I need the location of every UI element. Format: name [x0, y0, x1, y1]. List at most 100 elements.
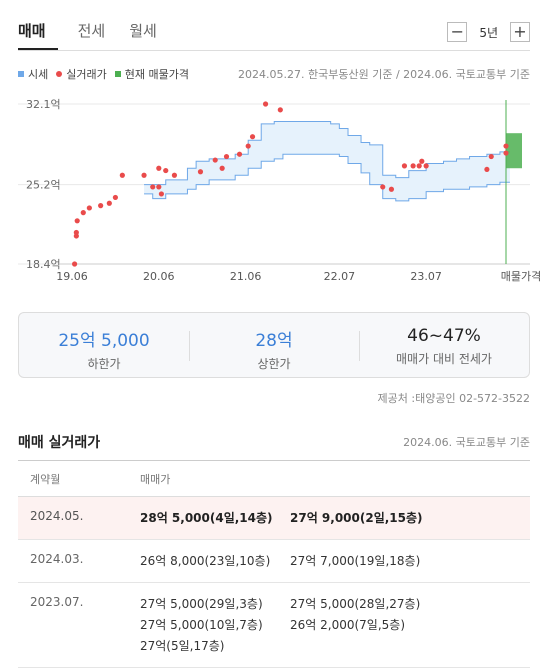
tab-monthly-rent[interactable]: 월세: [129, 22, 157, 40]
row-prices: 27억 5,000(29일,3층) 27억 5,000(28일,27층) 27억 5…: [140, 583, 530, 667]
row-prices: 26억 8,000(23일,10층) 27억 7,000(19일,18층): [140, 540, 530, 582]
column-header-price: 매매가: [140, 472, 171, 486]
trade-price: 27억 5,000(29일,3층): [140, 597, 263, 611]
actual-trade-point: [72, 261, 78, 267]
actual-trade-point: [197, 169, 204, 175]
x-tick-label: 19.06: [56, 270, 88, 283]
actual-trade-point: [249, 134, 256, 140]
y-tick-label: 25.2억: [26, 179, 61, 192]
actual-trade-point: [423, 163, 429, 169]
table-row: 2024.03. 26억 8,000(23일,10층) 27억 7,000(19일,…: [18, 540, 530, 583]
actual-trade-point: [171, 172, 178, 178]
summary-label: 매매가 대비 전세가: [396, 352, 492, 366]
trade-price: 27억 7,000(19일,18층): [290, 554, 421, 568]
trade-price: 26억 2,000(7일,5층): [290, 618, 406, 632]
actual-trade-table: 계약월 매매가 2024.05. 28억 5,000(4일,14층) 27억 9,0…: [18, 460, 530, 668]
legend-swatch-listing-price: [114, 71, 121, 77]
actual-trade-point: [86, 205, 92, 211]
market-price-band: [144, 121, 510, 201]
deal-type-tabs: 매매 전세 월세: [18, 10, 169, 50]
y-tick-label: 18.4억: [26, 258, 61, 271]
actual-trade-point: [163, 167, 169, 174]
actual-trade-point: [410, 163, 416, 169]
actual-trade-point: [158, 191, 165, 197]
actual-trade-point: [245, 143, 251, 149]
trade-price: 27억 9,000(2일,15층): [290, 511, 423, 525]
legend-item-listing-price: 현재 매물가격: [114, 66, 189, 82]
period-increase-button[interactable]: +: [510, 22, 530, 42]
market-price-upper-line: [144, 121, 510, 186]
summary-label: 상한가: [257, 357, 291, 371]
trade-price: 27억(5일,17층): [140, 639, 225, 653]
trade-price: 26억 8,000(23일,10층): [140, 554, 271, 568]
actual-trade-point: [262, 101, 269, 107]
table-row: 2024.05. 28억 5,000(4일,14층) 27억 9,000(2일,15…: [18, 497, 530, 540]
actual-trade-point: [141, 172, 147, 178]
summary-value: 28억: [255, 331, 293, 351]
actual-trade-point: [98, 203, 104, 209]
summary-jeonse-ratio: 46~47% 매매가 대비 전세가: [359, 313, 529, 377]
legend-item-actual-price: 실거래가: [56, 66, 107, 82]
row-month: 2024.03.: [30, 552, 84, 566]
actual-trade-point: [74, 218, 80, 224]
actual-trade-point: [212, 157, 218, 163]
chart-source-note: 2024.05.27. 한국부동산원 기준 / 2024.06. 국토교통부 기…: [238, 68, 530, 81]
legend-label: 시세: [28, 68, 49, 81]
actual-trade-point: [156, 165, 162, 171]
period-decrease-button[interactable]: −: [447, 22, 468, 42]
tab-sale[interactable]: 매매: [18, 10, 58, 50]
section-title: 매매 실거래가: [18, 435, 101, 451]
x-tick-label-listing: 매물가격: [501, 270, 541, 283]
y-tick-label: 32.1억: [26, 98, 61, 111]
table-body: 2024.05. 28억 5,000(4일,14층) 27억 9,000(2일,15…: [18, 497, 530, 668]
trade-price: 27억 5,000(10일,7층): [140, 618, 263, 632]
legend-label: 실거래가: [66, 68, 107, 81]
summary-value: 25억 5,000: [58, 331, 150, 351]
actual-trade-point: [419, 158, 425, 164]
x-tick-label: 22.07: [324, 270, 356, 283]
trade-price: 28억 5,000(4일,14층): [140, 511, 273, 525]
actual-trade-point: [401, 163, 408, 169]
period-selector: − 5년 +: [447, 22, 530, 42]
row-month: 2023.07.: [30, 595, 84, 609]
summary-upper-price: 28억 상한가: [189, 313, 359, 377]
summary-label: 하한가: [87, 357, 121, 371]
summary-value: 46~47%: [407, 326, 481, 346]
period-value: 5년: [479, 25, 498, 40]
listing-price-range: [506, 133, 522, 169]
tabs-divider: [18, 50, 530, 51]
x-tick-label: 20.06: [143, 270, 175, 283]
actual-trade-point: [150, 184, 156, 190]
actual-trade-point: [484, 166, 490, 173]
actual-trade-point: [503, 150, 509, 156]
tab-jeonse[interactable]: 전세: [77, 22, 106, 40]
row-month: 2024.05.: [30, 509, 84, 523]
legend-swatch-market-price: [18, 71, 24, 77]
actual-trade-point: [223, 153, 230, 160]
table-header: 계약월 매매가: [18, 460, 530, 497]
actual-trade-point: [219, 165, 225, 171]
actual-trade-point: [488, 153, 494, 160]
actual-trade-point: [388, 186, 395, 192]
actual-trade-point: [80, 210, 86, 216]
chart-legend: 시세 실거래가 현재 매물가격: [18, 66, 197, 82]
actual-trade-point: [277, 107, 283, 113]
actual-trade-point: [73, 229, 79, 236]
row-prices: 28억 5,000(4일,14층) 27억 9,000(2일,15층): [140, 497, 530, 539]
legend-dot-actual-price: [56, 71, 63, 77]
x-tick-label: 21.06: [230, 270, 262, 283]
actual-trade-point: [380, 184, 386, 190]
actual-trade-point: [156, 184, 162, 190]
actual-trade-point: [106, 200, 112, 206]
data-provider-note: 제공처 :태양공인 02-572-3522: [377, 392, 530, 405]
actual-trade-point: [119, 172, 125, 178]
column-header-month: 계약월: [30, 472, 61, 486]
table-row: 2023.07. 27억 5,000(29일,3층) 27억 5,000(28일,2…: [18, 583, 530, 668]
actual-trade-point: [236, 151, 243, 157]
legend-item-market-price: 시세: [18, 66, 48, 82]
actual-trade-point: [112, 194, 118, 201]
actual-trade-point: [503, 143, 509, 149]
section-source-note: 2024.06. 국토교통부 기준: [403, 436, 530, 449]
trade-price: 27억 5,000(28일,27층): [290, 597, 421, 611]
